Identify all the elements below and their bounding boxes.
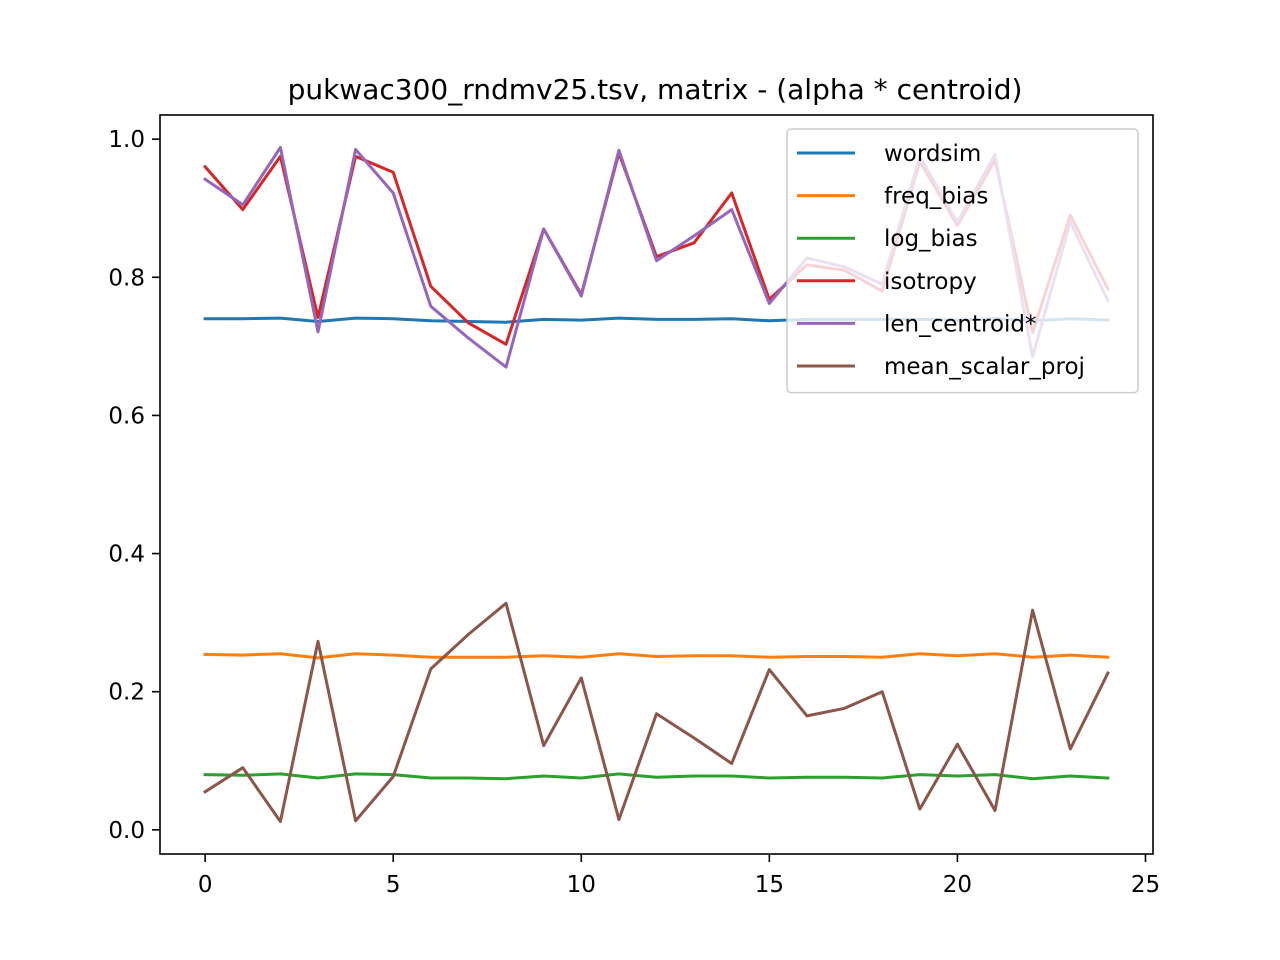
y-tick-label: 0.4 xyxy=(108,542,145,568)
legend: wordsim freq_bias log_bias isotropy len_cent… xyxy=(786,128,1139,394)
y-tick-label: 1.0 xyxy=(108,127,145,153)
y-tick-label: 0.6 xyxy=(108,403,145,429)
x-tick-label: 15 xyxy=(755,872,784,898)
x-tick-label: 5 xyxy=(386,872,401,898)
series-line-freq-bias xyxy=(203,652,1110,660)
series-line-log-bias xyxy=(203,772,1110,781)
legend-box xyxy=(786,128,1139,394)
x-tick-label: 10 xyxy=(567,872,596,898)
x-tick-label: 25 xyxy=(1131,872,1160,898)
legend-label-isotropy: isotropy xyxy=(884,269,977,295)
y-tick-label: 0.8 xyxy=(108,265,145,291)
legend-label-wordsim: wordsim xyxy=(884,141,981,167)
legend-label-mean-scalar-proj: mean_scalar_proj xyxy=(884,354,1085,380)
legend-label-freq-bias: freq_bias xyxy=(884,184,988,210)
legend-label-log-bias: log_bias xyxy=(884,226,978,252)
y-tick-label: 0.2 xyxy=(108,680,145,706)
legend-label-len-centroid: len_centroid* xyxy=(884,311,1037,337)
x-axis: 0 5 10 15 20 25 xyxy=(198,854,1160,898)
axes-frame xyxy=(159,114,1154,855)
series-line-mean-scalar-proj xyxy=(203,601,1110,823)
y-tick-label: 0.0 xyxy=(108,818,145,844)
y-axis: 0.0 0.2 0.4 0.6 0.8 1.0 xyxy=(108,127,160,844)
chart-title: pukwac300_rndmv25.tsv, matrix - (alpha *… xyxy=(288,73,1023,106)
x-tick-label: 0 xyxy=(198,872,213,898)
x-tick-label: 20 xyxy=(943,872,972,898)
